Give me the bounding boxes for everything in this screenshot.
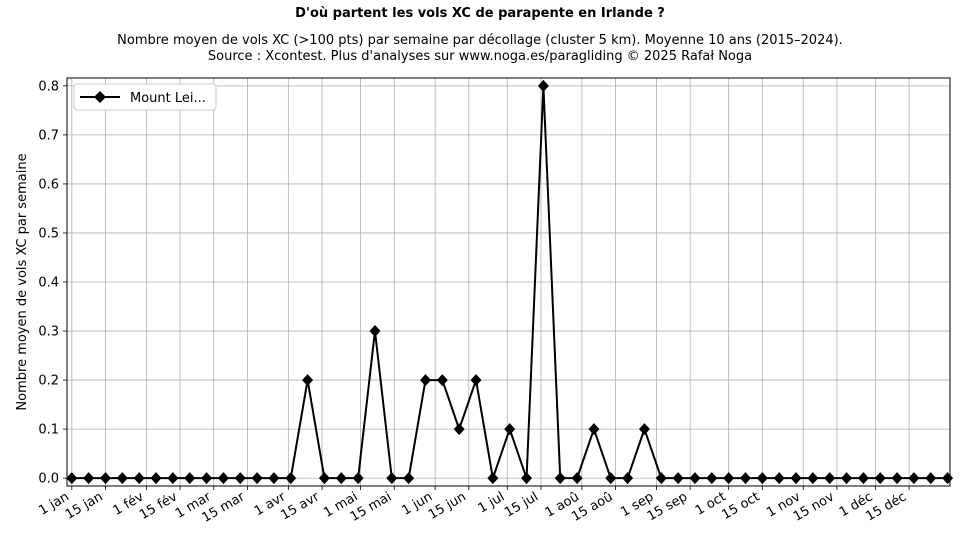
legend-box	[73, 83, 217, 111]
data-point-diamond	[908, 472, 920, 485]
data-point-diamond	[824, 472, 836, 485]
chart-subtitle-line-2: Source : Xcontest. Plus d'analyses sur w…	[208, 49, 752, 64]
data-point-diamond	[335, 472, 347, 485]
data-point-diamond	[167, 472, 179, 485]
y-tick-label: 0.6	[38, 177, 59, 192]
x-tick-label: 15 avr	[278, 489, 322, 523]
data-point-diamond	[571, 472, 583, 485]
legend-entry-label: Mount Lei...	[130, 91, 206, 106]
data-point-diamond	[723, 472, 735, 485]
data-point-diamond	[942, 472, 954, 485]
data-point-diamond	[790, 472, 802, 485]
data-point-diamond	[403, 472, 415, 485]
y-tick-label: 0.5	[38, 226, 59, 241]
x-tick-label: 15 fév	[137, 489, 180, 523]
data-point-diamond	[285, 472, 297, 485]
x-tick-label: 15 jun	[426, 489, 469, 522]
data-point-diamond	[891, 472, 903, 485]
y-tick-label: 0.3	[38, 325, 59, 340]
data-point-diamond	[302, 374, 314, 387]
y-tick-label: 0.8	[38, 79, 59, 94]
data-point-diamond	[638, 423, 650, 436]
data-point-diamond	[470, 374, 482, 387]
data-point-diamond	[217, 472, 229, 485]
data-point-diamond	[386, 472, 398, 485]
data-point-diamond	[99, 472, 111, 485]
data-point-diamond	[622, 472, 634, 485]
y-axis: 0.0 0.1 0.2 0.3 0.4 0.5 0.6 0.7 0.8	[38, 79, 67, 487]
data-point-diamond	[66, 472, 78, 485]
data-point-diamond	[201, 472, 213, 485]
data-point-diamond	[150, 472, 162, 485]
data-point-diamond	[773, 472, 785, 485]
x-tick-label: 15 jul	[502, 489, 541, 520]
plot-frame	[66, 77, 951, 487]
data-point-diamond	[874, 472, 886, 485]
chart-title: D'où partent les vols XC de parapente en…	[295, 6, 665, 21]
legend: Mount Lei...	[73, 83, 217, 111]
data-point-diamond	[184, 472, 196, 485]
data-point-diamond	[925, 472, 937, 485]
data-point-diamond	[83, 472, 95, 485]
y-tick-label: 0.2	[38, 374, 59, 389]
data-point-diamond	[841, 472, 853, 485]
x-tick-label: 15 oct	[719, 489, 762, 522]
data-point-diamond	[521, 472, 533, 485]
data-point-diamond	[133, 472, 145, 485]
x-tick-label: 1 jul	[476, 489, 508, 516]
chart-subtitle-line-1: Nombre moyen de vols XC (>100 pts) par s…	[117, 33, 843, 48]
data-point-diamond	[655, 472, 667, 485]
legend-diamond-marker	[94, 91, 106, 103]
data-point-diamond	[588, 423, 600, 436]
data-point-diamond	[672, 472, 684, 485]
data-point-diamond	[537, 79, 549, 92]
data-point-diamond	[453, 423, 465, 436]
data-point-diamond	[504, 423, 516, 436]
data-point-diamond	[369, 325, 381, 338]
data-point-diamond	[251, 472, 263, 485]
data-point-diamond	[756, 472, 768, 485]
data-point-diamond	[554, 472, 566, 485]
data-point-diamond	[352, 472, 364, 485]
data-point-diamond	[706, 472, 718, 485]
data-point-diamond	[739, 472, 751, 485]
data-point-diamond	[268, 472, 280, 485]
data-point-diamond	[116, 472, 128, 485]
data-point-diamond	[689, 472, 701, 485]
data-point-diamond	[234, 472, 246, 485]
data-point-diamond	[318, 472, 330, 485]
y-tick-label: 0.7	[38, 128, 59, 143]
y-tick-label: 0.1	[38, 423, 59, 438]
data-point-diamond	[419, 374, 431, 387]
data-point-diamond	[857, 472, 869, 485]
data-point-diamond	[487, 472, 499, 485]
series-mount-lei	[66, 79, 954, 485]
y-tick-label: 0.0	[38, 472, 59, 487]
data-point-diamond	[807, 472, 819, 485]
data-point-diamond	[605, 472, 617, 485]
y-tick-label: 0.4	[38, 276, 59, 291]
x-tick-label: 15 jan	[63, 489, 106, 522]
y-axis-label: Nombre moyen de vols XC par semaine	[15, 153, 30, 410]
grid	[67, 78, 950, 486]
data-point-diamond	[436, 374, 448, 387]
